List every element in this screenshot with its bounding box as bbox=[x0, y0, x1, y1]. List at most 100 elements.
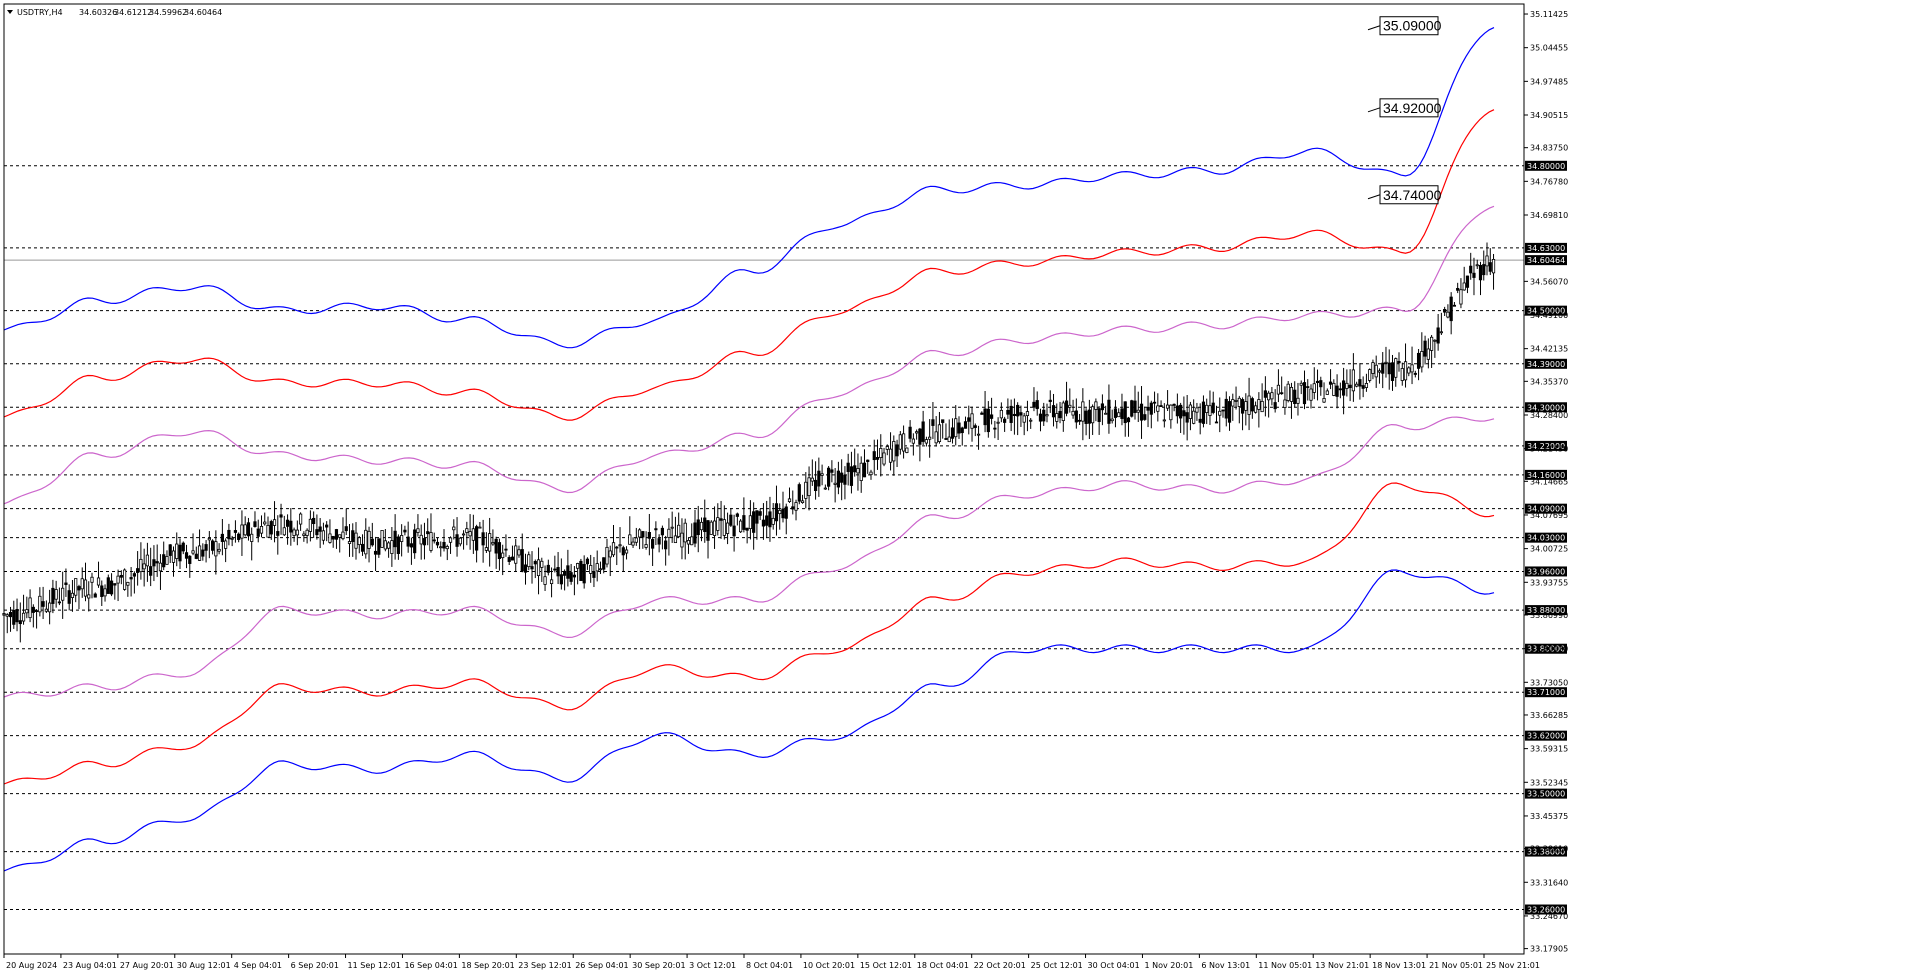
collapse-arrow-icon[interactable] bbox=[7, 10, 13, 14]
candle-body bbox=[836, 470, 841, 488]
candle-body bbox=[1394, 358, 1398, 378]
y-tick-label: 33.31640 bbox=[1530, 878, 1568, 887]
candle-body bbox=[393, 530, 397, 548]
candle-body bbox=[944, 438, 948, 440]
candle-body bbox=[866, 459, 870, 462]
candle-body bbox=[1381, 362, 1385, 374]
y-tick-label: 34.21430 bbox=[1530, 445, 1568, 454]
candle-body bbox=[210, 540, 215, 551]
candle-body bbox=[109, 580, 114, 595]
candle-body bbox=[1469, 265, 1473, 274]
candle-body bbox=[784, 506, 788, 519]
annotation-box[interactable] bbox=[1379, 98, 1439, 118]
candle-body bbox=[918, 428, 922, 445]
candle-body bbox=[237, 533, 241, 540]
annotation-text: 35.09000 bbox=[1383, 18, 1442, 34]
candle-body bbox=[230, 537, 234, 540]
candle-body bbox=[569, 572, 573, 582]
band-2-upper-line bbox=[3, 109, 1495, 421]
candle-body bbox=[1328, 381, 1333, 385]
candle-body bbox=[1289, 386, 1294, 402]
candle-body bbox=[100, 585, 104, 597]
candle-body bbox=[1074, 410, 1078, 423]
candle-body bbox=[25, 609, 29, 614]
candle-body bbox=[566, 565, 570, 579]
x-tick-label: 23 Aug 04:01 bbox=[63, 961, 117, 970]
candle-body bbox=[142, 563, 146, 570]
x-tick-label: 25 Nov 21:01 bbox=[1486, 961, 1540, 970]
candle-body bbox=[572, 574, 576, 578]
candle-body bbox=[31, 606, 35, 613]
candle-body bbox=[993, 427, 997, 430]
candle-body bbox=[875, 457, 880, 460]
y-tick-label: 33.24670 bbox=[1530, 912, 1568, 921]
candle-body bbox=[843, 474, 847, 485]
candle-body bbox=[77, 586, 81, 591]
candle-body bbox=[1312, 383, 1316, 393]
y-tick-label: 33.93755 bbox=[1530, 578, 1568, 587]
candle-body bbox=[1035, 400, 1039, 410]
x-tick-label: 15 Oct 12:01 bbox=[860, 961, 912, 970]
candle-body bbox=[1201, 401, 1206, 424]
candle-body bbox=[1126, 417, 1131, 423]
candle-body bbox=[465, 528, 469, 533]
candle-body bbox=[429, 532, 433, 551]
candle-body bbox=[1247, 395, 1251, 415]
candle-body bbox=[1022, 415, 1026, 423]
candle-body bbox=[1407, 367, 1411, 374]
candle-body bbox=[709, 521, 713, 535]
plot-frame bbox=[3, 3, 1525, 955]
candle-body bbox=[312, 517, 316, 525]
band-3-lower-line bbox=[3, 569, 1495, 872]
candle-body bbox=[1491, 259, 1496, 274]
candle-body bbox=[295, 529, 299, 536]
candle-body bbox=[794, 502, 798, 511]
candle-body bbox=[1139, 403, 1144, 421]
x-tick-label: 10 Oct 20:01 bbox=[803, 961, 855, 970]
candle-body bbox=[915, 431, 919, 434]
annotation-box[interactable] bbox=[1379, 16, 1439, 36]
band-1-lower-line bbox=[3, 416, 1495, 698]
candle-body bbox=[64, 582, 68, 585]
candle-body bbox=[471, 528, 475, 541]
candle-body bbox=[1143, 414, 1147, 420]
candle-body bbox=[1087, 409, 1091, 424]
candle-body bbox=[1283, 399, 1287, 408]
candle-body bbox=[745, 527, 749, 531]
candle-body bbox=[885, 446, 889, 450]
candle-body bbox=[253, 521, 257, 527]
candle-body bbox=[549, 579, 554, 585]
candles bbox=[2, 242, 1496, 643]
candle-body bbox=[598, 568, 603, 571]
candle-body bbox=[1342, 380, 1346, 396]
candle-body bbox=[1048, 399, 1052, 402]
x-axis: 20 Aug 2024 23 Aug 04:01 27 Aug 20:01 30 Au… bbox=[3, 954, 1540, 970]
candle-body bbox=[360, 543, 365, 552]
candle-body bbox=[1452, 304, 1457, 307]
candle-body bbox=[1420, 351, 1424, 368]
candle-body bbox=[331, 535, 335, 540]
candle-body bbox=[1009, 405, 1013, 423]
candle-body bbox=[364, 529, 368, 555]
candle-body bbox=[373, 550, 378, 555]
series-layer bbox=[3, 27, 1495, 872]
candle-body bbox=[289, 520, 293, 533]
candle-body bbox=[895, 444, 899, 457]
candle-body bbox=[390, 540, 394, 554]
candle-body bbox=[628, 534, 632, 545]
candle-body bbox=[1319, 380, 1323, 388]
annotation-box[interactable] bbox=[1379, 185, 1439, 205]
y-tick-label: 33.86990 bbox=[1530, 611, 1568, 620]
candle-body bbox=[996, 421, 1000, 424]
y-tick-label: 34.00725 bbox=[1530, 545, 1568, 554]
candle-body bbox=[1462, 282, 1466, 291]
x-tick-label: 11 Sep 12:01 bbox=[348, 961, 401, 970]
candle-body bbox=[41, 601, 45, 607]
candle-body bbox=[1019, 412, 1023, 416]
candle-body bbox=[1426, 348, 1430, 360]
candle-body bbox=[400, 535, 404, 542]
y-tick-label: 33.52345 bbox=[1530, 778, 1568, 787]
candle-body bbox=[637, 529, 642, 538]
candle-body bbox=[129, 577, 133, 580]
candle-body bbox=[1084, 410, 1088, 424]
